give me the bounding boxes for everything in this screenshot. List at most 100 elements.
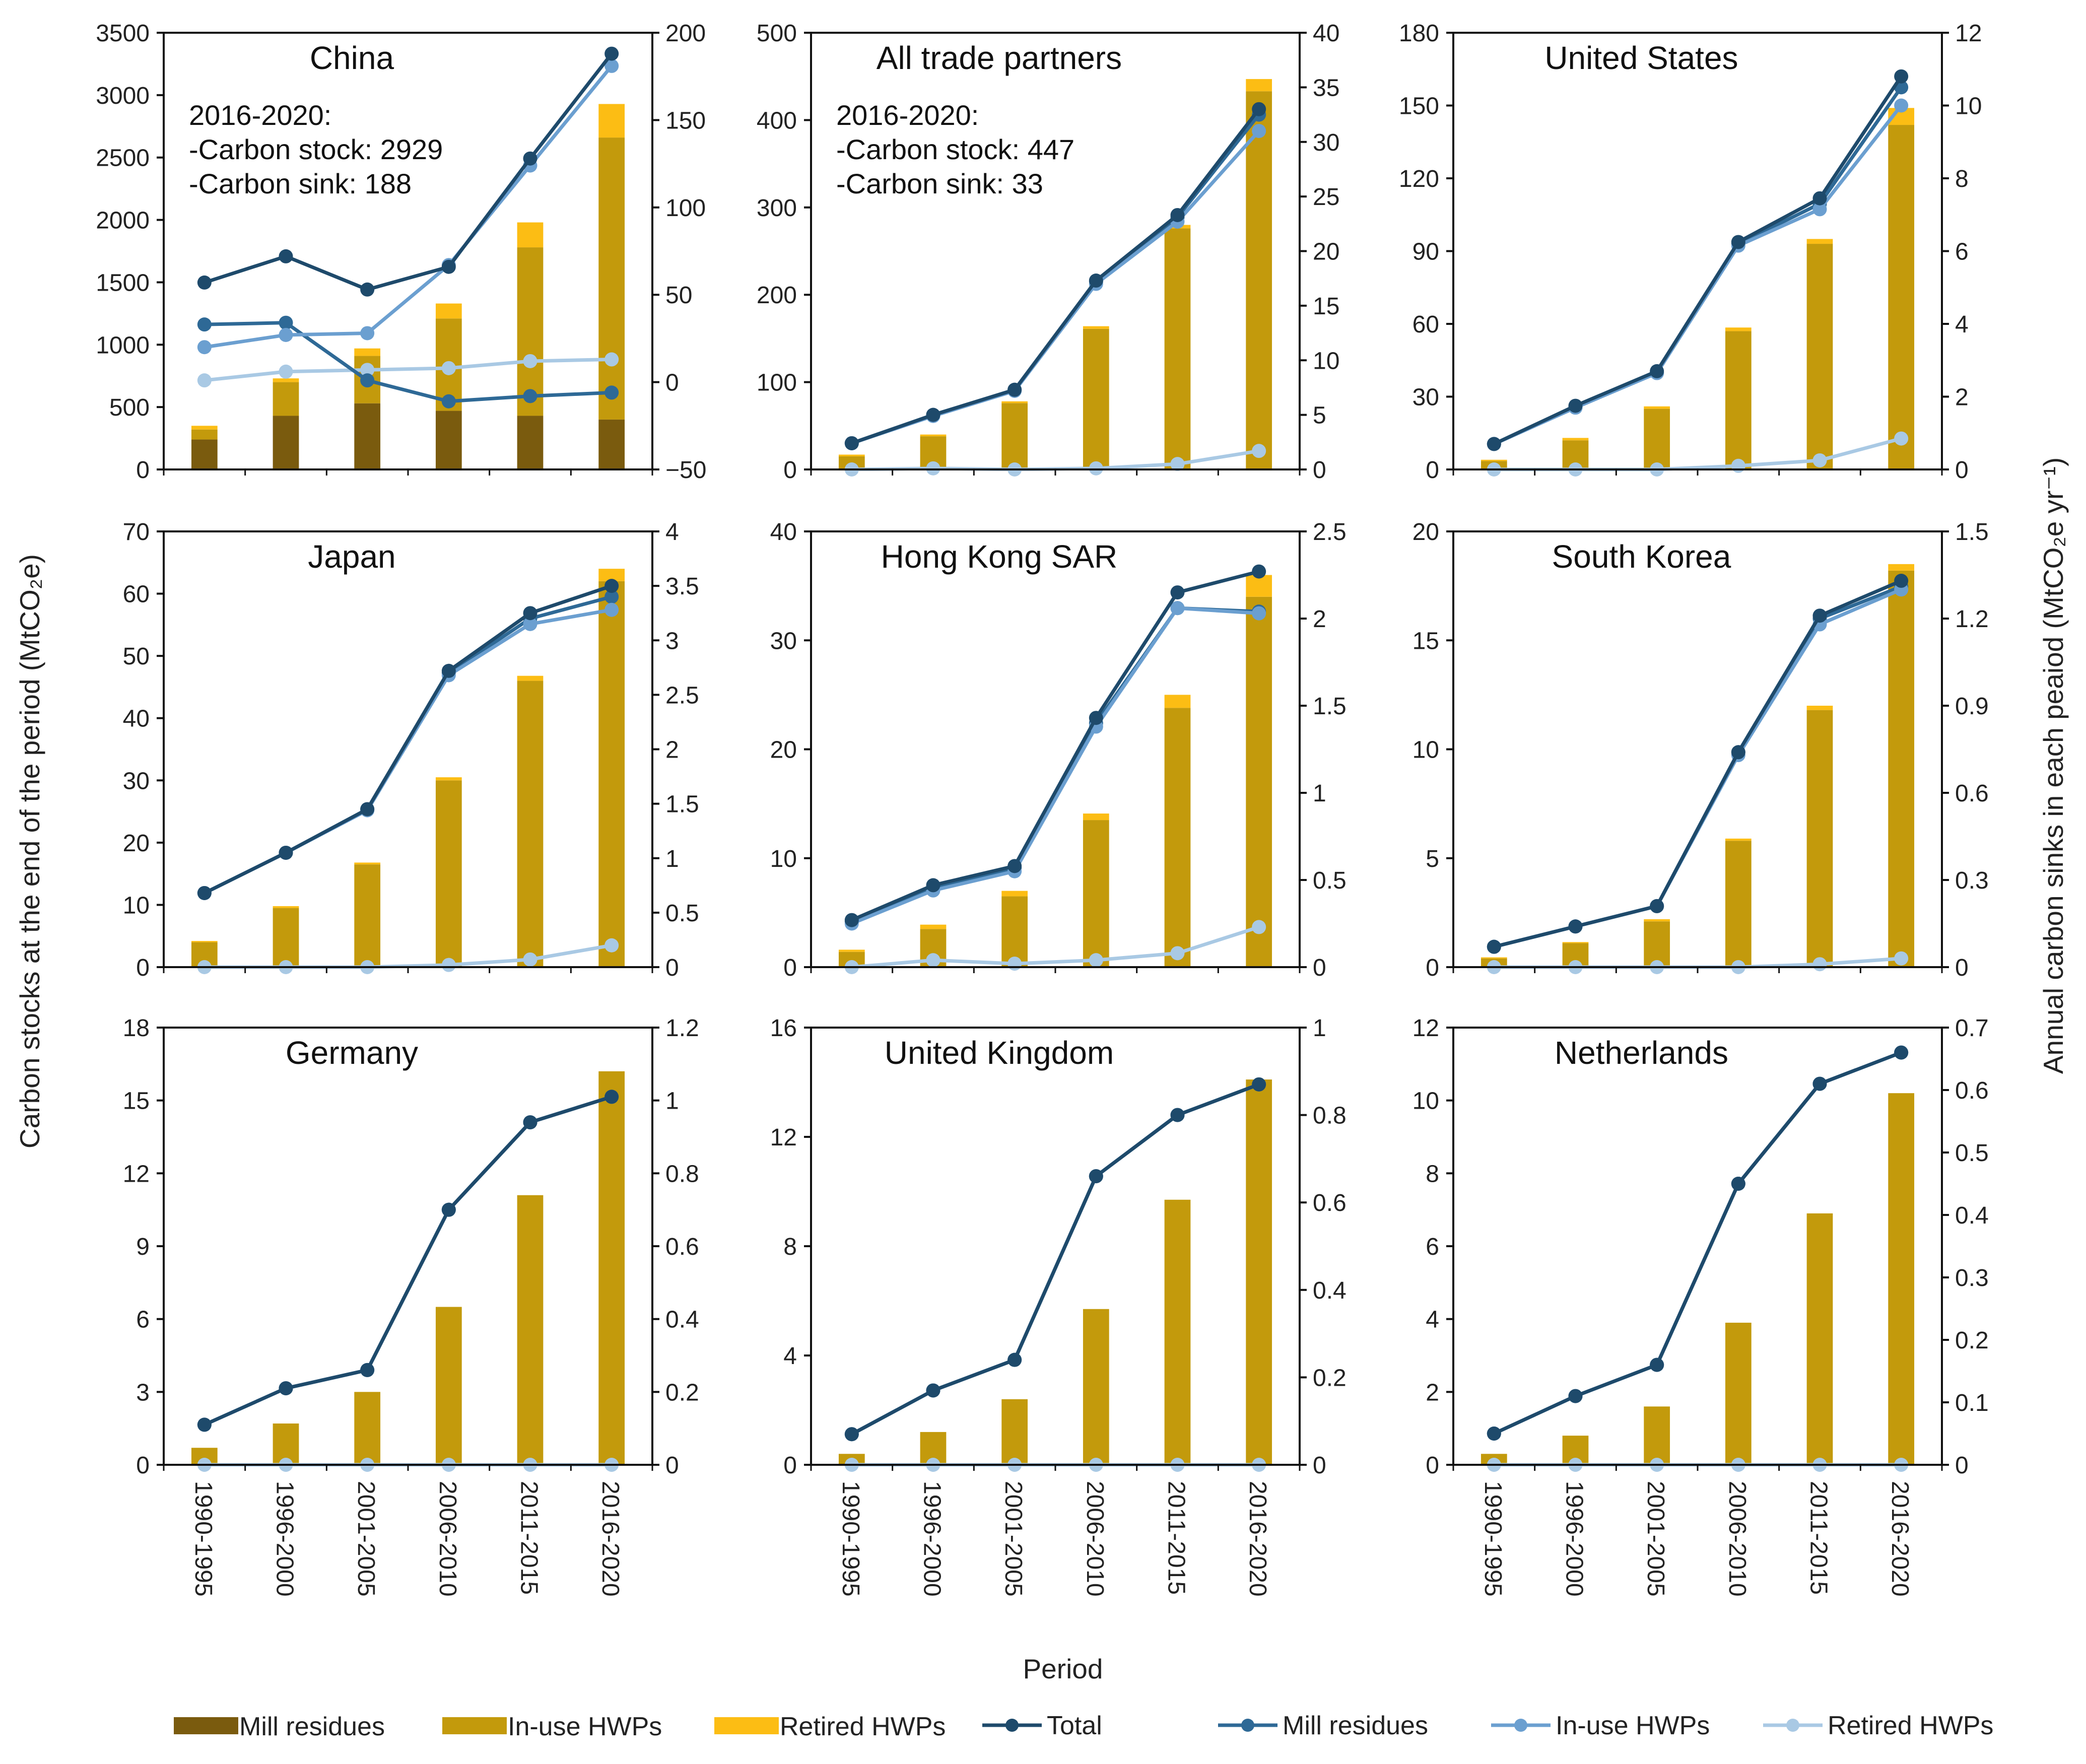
left-tick-label: 100 (757, 370, 797, 396)
legend: Mill residues In-use HWPs Retired HWPs Tota… (174, 1711, 1993, 1741)
line-total (1493, 1051, 1902, 1436)
point-retired-hwps (604, 938, 619, 953)
panel-title: All trade partners (877, 40, 1122, 76)
left-tick-label: 2000 (96, 208, 150, 234)
panel-title: Hong Kong SAR (881, 538, 1118, 575)
legend-label: Retired HWPs (780, 1712, 946, 1741)
right-tick-label: 35 (1313, 75, 1339, 101)
point-total (604, 579, 619, 593)
left-tick-label: 2500 (96, 145, 150, 172)
point-total (1007, 1352, 1022, 1367)
left-tick-label: 1500 (96, 269, 150, 296)
line-retired-hwps (1494, 437, 1902, 471)
x-tick-label: 2001-2005 (353, 1481, 379, 1597)
left-tick-label: 18 (123, 1015, 150, 1042)
right-tick-label: 5 (1313, 402, 1326, 429)
bar-retired-hwps (191, 426, 218, 430)
line-in-use-hwps (851, 606, 1259, 925)
left-tick-label: 0 (783, 1452, 797, 1479)
right-tick-label: 200 (665, 20, 706, 47)
left-tick-label: 20 (770, 737, 797, 764)
point-retired-hwps (1089, 953, 1103, 968)
point-total (1650, 1358, 1664, 1372)
left-tick-label: 90 (1412, 239, 1439, 265)
point-total (1731, 235, 1745, 249)
bar-retired-hwps (1164, 695, 1191, 708)
bar-retired-hwps (273, 906, 299, 908)
line-retired-hwps (851, 449, 1259, 471)
point-retired-hwps (523, 952, 537, 967)
left-tick-label: 6 (1426, 1234, 1439, 1260)
bar-retired-hwps (1083, 813, 1109, 821)
line-total (204, 52, 613, 292)
right-tick-label: 0.7 (1955, 1015, 1989, 1042)
right-axis-label: Annual carbon sinks in each peaiod (MtCO… (2038, 457, 2069, 1074)
left-tick-label: 0 (783, 457, 797, 484)
left-tick-label: 40 (770, 519, 797, 546)
point-total (279, 1381, 293, 1396)
chart-panel-all-trade-partners: 0 100 200 300 400 500 0 5 10 15 20 25 30 35 40 All trad… (757, 20, 1339, 484)
right-tick-label: 2 (1313, 606, 1326, 633)
left-tick-label: 15 (1412, 628, 1439, 654)
bar-retired-hwps (1562, 942, 1589, 943)
bar-retired-hwps (1806, 239, 1833, 244)
point-mill-residues (279, 315, 293, 330)
plot-frame (810, 32, 1301, 470)
point-total (1650, 364, 1664, 378)
chart-panel-united-states: 0 30 60 90 120 150 180 0 2 4 6 8 10 12 United States (1399, 20, 1982, 484)
right-tick-label: 1.2 (665, 1015, 699, 1042)
point-retired-hwps (1252, 444, 1266, 458)
legend-swatch-marker (1005, 1719, 1019, 1732)
point-retired-hwps (1089, 461, 1103, 476)
bar-retired-hwps (191, 941, 218, 942)
bar-in-use-hwps (1888, 1093, 1915, 1465)
x-tick-label: 1990-1995 (837, 1481, 864, 1597)
point-total (441, 259, 456, 274)
left-tick-label: 12 (123, 1161, 150, 1187)
point-retired-hwps (1170, 946, 1185, 961)
bar-in-use-hwps (598, 138, 625, 420)
right-tick-label: 0.6 (1313, 1190, 1347, 1216)
line-mill-residues (204, 1095, 613, 1427)
bar-in-use-hwps (1083, 1309, 1109, 1465)
plot-frame (1452, 530, 1943, 968)
left-tick-label: 0 (783, 955, 797, 981)
left-tick-label: 3500 (96, 20, 150, 47)
legend-swatch-bar (442, 1717, 507, 1734)
right-tick-label: 1.5 (1313, 693, 1347, 720)
line-retired-hwps (204, 358, 612, 382)
line-retired-hwps (204, 943, 612, 969)
left-tick-label: 10 (123, 892, 150, 919)
bar-in-use-hwps (1164, 1199, 1191, 1465)
bar-retired-hwps (1888, 564, 1915, 571)
legend-item-mill-residues-bar: Mill residues (174, 1712, 385, 1741)
panel-annotation-line: 2016-2020: (189, 99, 331, 131)
legend-item-in-use-hwps-line: In-use HWPs (1491, 1711, 1710, 1740)
left-tick-label: 150 (1399, 93, 1439, 120)
right-tick-label: 1.5 (665, 791, 699, 818)
left-tick-label: 180 (1399, 20, 1439, 47)
bar-retired-hwps (1083, 326, 1109, 329)
bar-in-use-hwps (354, 1392, 381, 1465)
point-total (1894, 574, 1909, 588)
x-axis-label: Period (1023, 1653, 1103, 1684)
x-tick-label: 2016-2020 (1244, 1481, 1271, 1597)
left-tick-label: 16 (770, 1015, 797, 1042)
left-tick-label: 20 (1412, 519, 1439, 546)
chart-panel-germany: 0 3 6 9 12 15 18 0 0.2 0.4 0.6 0.8 1 1.2 1990-1995 1996… (123, 1015, 699, 1597)
legend-swatch-marker (1514, 1719, 1527, 1732)
point-total (1170, 585, 1185, 600)
left-tick-label: 400 (757, 107, 797, 134)
point-total (1089, 711, 1103, 725)
right-tick-label: 2.5 (1313, 519, 1347, 546)
left-axis-label: Carbon stocks at the end of the period (… (14, 554, 45, 1148)
plot-frame (1452, 32, 1943, 470)
left-tick-label: 60 (123, 581, 150, 608)
right-tick-label: 1.5 (1955, 519, 1989, 546)
line-total (851, 1082, 1260, 1436)
left-tick-label: 0 (1426, 457, 1439, 484)
bar-retired-hwps (435, 303, 462, 319)
point-total (1812, 608, 1827, 623)
bar-in-use-hwps (1644, 921, 1670, 967)
point-retired-hwps (926, 461, 940, 476)
